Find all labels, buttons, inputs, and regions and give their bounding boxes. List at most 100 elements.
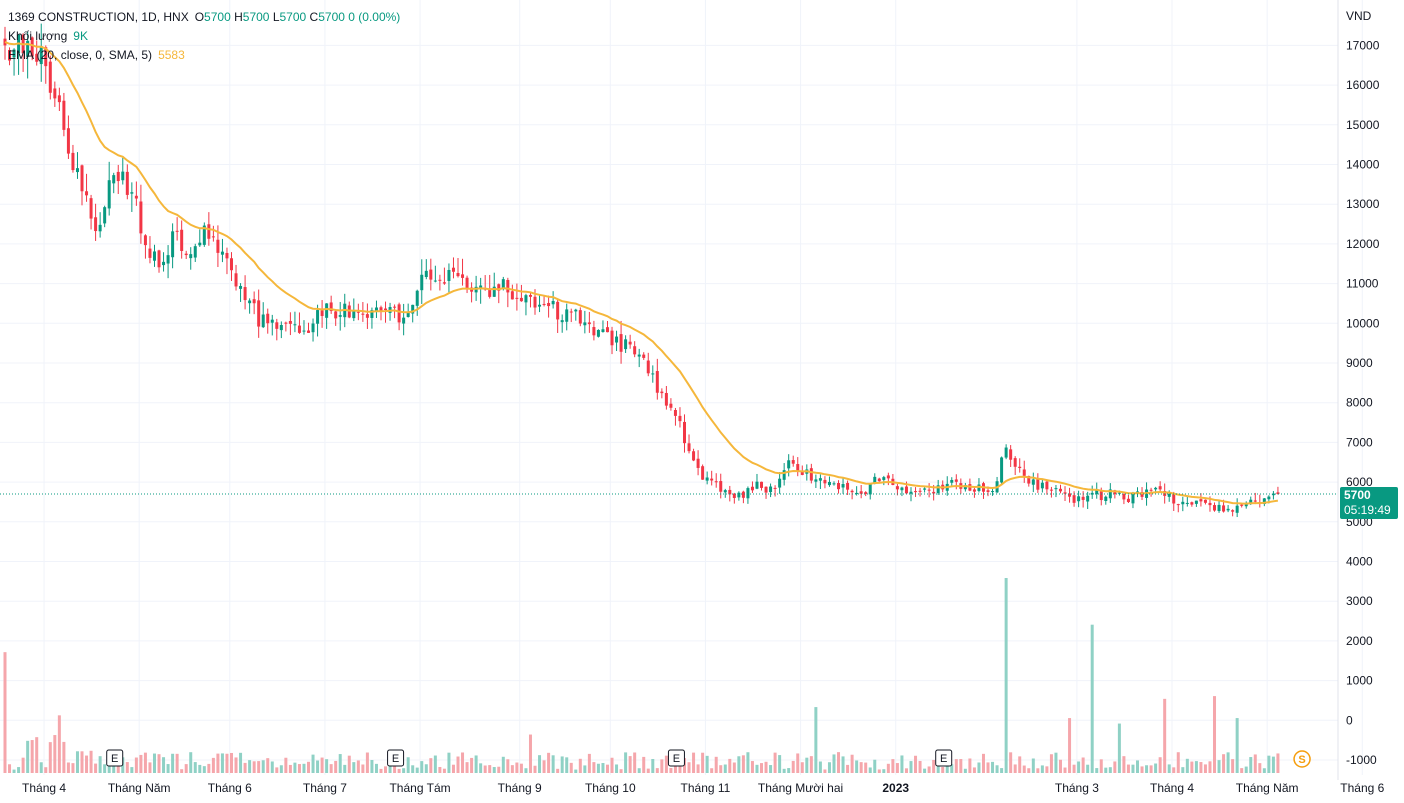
volume-bar bbox=[261, 760, 265, 773]
price-axis[interactable]: 1700016000150001400013000120001100010000… bbox=[1337, 0, 1380, 780]
candle bbox=[94, 203, 98, 241]
volume-bar bbox=[184, 764, 188, 773]
candle bbox=[814, 474, 818, 488]
legend-volume-row[interactable]: Khối lượng 9K bbox=[8, 27, 400, 46]
price-tick-label: 10000 bbox=[1346, 316, 1380, 330]
volume-bar bbox=[1058, 759, 1062, 773]
symbol-name[interactable]: 1369 CONSTRUCTION, 1D, HNX bbox=[8, 10, 189, 24]
volume-bar bbox=[1244, 766, 1248, 773]
volume-bar bbox=[850, 754, 854, 773]
candle bbox=[356, 303, 360, 321]
volume-bar bbox=[30, 740, 34, 773]
volume-bar bbox=[424, 764, 428, 773]
candle bbox=[189, 247, 193, 270]
legend-ema-row[interactable]: EMA (20, close, 0, SMA, 5) 5583 bbox=[8, 46, 400, 65]
volume-bar bbox=[148, 762, 152, 773]
candle bbox=[211, 225, 215, 242]
earnings-marker[interactable]: E bbox=[387, 749, 405, 767]
volume-bar bbox=[447, 752, 451, 773]
volume-bar bbox=[1276, 753, 1280, 773]
split-marker[interactable]: S bbox=[1293, 750, 1311, 768]
candle bbox=[605, 320, 609, 333]
volume-bar bbox=[216, 753, 220, 773]
candle bbox=[288, 312, 292, 336]
volume-bar bbox=[1154, 763, 1158, 773]
volume-bar bbox=[592, 762, 596, 773]
volume-bar bbox=[873, 759, 877, 773]
candle bbox=[977, 478, 981, 493]
earnings-marker[interactable]: E bbox=[106, 749, 124, 767]
volume-bar bbox=[1040, 765, 1044, 773]
price-tick-label: 13000 bbox=[1346, 197, 1380, 211]
volume-bar bbox=[1253, 754, 1257, 773]
candle bbox=[841, 477, 845, 494]
candle bbox=[750, 481, 754, 493]
volume-bar bbox=[1036, 768, 1040, 773]
candle bbox=[162, 252, 166, 272]
volume-bar bbox=[1213, 696, 1217, 773]
candle bbox=[1122, 493, 1126, 505]
earnings-marker[interactable]: E bbox=[935, 749, 953, 767]
volume-bar bbox=[297, 764, 301, 773]
volume-bar bbox=[651, 759, 655, 773]
svg-text:E: E bbox=[673, 753, 680, 765]
volume-bar bbox=[914, 755, 918, 773]
volume-bar bbox=[1095, 768, 1099, 773]
candle bbox=[134, 181, 138, 206]
time-axis[interactable]: Tháng 4 Tháng Năm Tháng 6 Tháng 7 Tháng Tám T… bbox=[22, 781, 1385, 795]
volume-bar bbox=[1163, 698, 1167, 773]
volume-bar bbox=[230, 752, 233, 773]
candle bbox=[121, 157, 125, 185]
volume-bar bbox=[1113, 761, 1117, 773]
volume-bar bbox=[538, 755, 542, 773]
volume-bar bbox=[1000, 768, 1004, 773]
time-tick-label: Tháng 4 bbox=[22, 781, 66, 795]
volume-bar bbox=[26, 740, 30, 773]
candle bbox=[1036, 473, 1040, 493]
volume-bar bbox=[1086, 764, 1090, 773]
legend-symbol-row[interactable]: 1369 CONSTRUCTION, 1D, HNX O5700 H5700 L… bbox=[8, 8, 400, 27]
candle bbox=[710, 470, 714, 486]
volume-bar bbox=[1167, 764, 1171, 773]
candle bbox=[1049, 486, 1053, 498]
candle bbox=[379, 305, 383, 321]
candle bbox=[461, 258, 465, 286]
volume-bar bbox=[719, 765, 723, 773]
volume-bar bbox=[823, 769, 827, 773]
volume-bar bbox=[1049, 754, 1053, 773]
price-tick-label: 7000 bbox=[1346, 435, 1373, 449]
time-tick-label: Tháng 6 bbox=[208, 781, 252, 795]
volume-bar bbox=[1140, 766, 1144, 773]
volume-bar bbox=[429, 758, 433, 773]
candle bbox=[103, 205, 107, 228]
candle bbox=[442, 267, 446, 285]
candle bbox=[220, 238, 224, 263]
candle bbox=[365, 303, 369, 329]
volume-bar bbox=[1068, 718, 1072, 773]
volume-bar bbox=[270, 761, 274, 773]
candle bbox=[1244, 501, 1248, 509]
volume-bar bbox=[791, 760, 795, 773]
candle bbox=[325, 303, 329, 329]
candle bbox=[8, 47, 12, 66]
volume-bar bbox=[329, 764, 333, 773]
volume-bar bbox=[488, 765, 492, 773]
volume-bar bbox=[1072, 764, 1076, 773]
earnings-marker[interactable]: E bbox=[667, 749, 685, 767]
volume-bar bbox=[139, 754, 143, 773]
volume-bar bbox=[248, 760, 252, 773]
price-tick-label: 16000 bbox=[1346, 78, 1380, 92]
candle bbox=[143, 234, 147, 259]
ohlc-values: O5700 H5700 L5700 C5700 0 (0.00%) bbox=[194, 10, 401, 24]
candle bbox=[683, 414, 686, 453]
candle bbox=[492, 272, 496, 297]
price-tick-label: 14000 bbox=[1346, 158, 1380, 172]
candle bbox=[293, 311, 297, 333]
candle bbox=[275, 318, 279, 341]
candle bbox=[1018, 458, 1022, 473]
candle bbox=[447, 263, 451, 294]
last-price-tag: 5700 05:19:49 bbox=[1340, 487, 1398, 520]
candle bbox=[139, 184, 143, 244]
